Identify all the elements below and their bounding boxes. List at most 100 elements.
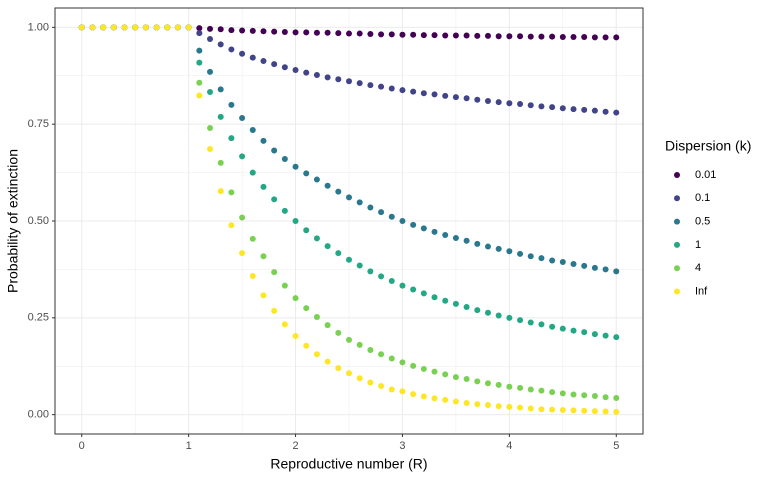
point (484, 32, 491, 39)
y-tick-label: 0.50 (28, 215, 49, 227)
point (260, 183, 267, 190)
point (239, 114, 246, 121)
point (313, 176, 320, 183)
point (559, 406, 566, 413)
point (463, 400, 470, 407)
point (506, 314, 513, 321)
point (549, 389, 556, 396)
point (602, 408, 609, 415)
point (378, 351, 385, 358)
point (506, 33, 513, 40)
point (452, 374, 459, 381)
point (324, 182, 331, 189)
point (196, 79, 203, 86)
point (356, 30, 363, 37)
x-tick-label: 3 (399, 440, 405, 452)
legend-key (674, 218, 680, 225)
point (431, 395, 438, 402)
point (431, 368, 438, 375)
point (591, 408, 598, 415)
point (399, 87, 406, 94)
point (260, 253, 267, 260)
point (442, 231, 449, 238)
point (495, 245, 502, 252)
point (410, 31, 417, 38)
point (388, 85, 395, 92)
point (420, 90, 427, 97)
point (581, 106, 588, 113)
point (239, 50, 246, 57)
point (613, 408, 620, 415)
legend-label: 0.1 (695, 192, 710, 204)
point (303, 227, 310, 234)
point (346, 78, 352, 85)
point (228, 46, 235, 53)
point (217, 188, 224, 195)
legend-key (674, 241, 680, 248)
point (602, 266, 609, 273)
point (506, 248, 513, 255)
point (217, 159, 224, 166)
point (356, 80, 363, 87)
point (196, 59, 203, 66)
point (474, 32, 481, 39)
point (292, 163, 299, 170)
point (463, 32, 470, 39)
point (549, 104, 556, 111)
x-tick-label: 4 (506, 440, 512, 452)
point (442, 371, 449, 378)
point (249, 272, 256, 279)
point (335, 365, 342, 372)
point (399, 31, 406, 38)
point (613, 268, 620, 275)
point (538, 321, 545, 328)
point (239, 27, 246, 34)
point (420, 365, 427, 372)
point (249, 54, 256, 61)
point (420, 225, 427, 232)
point (207, 25, 214, 32)
point (613, 394, 620, 401)
point (378, 273, 385, 280)
point (271, 28, 278, 35)
point (399, 282, 406, 289)
point (271, 269, 278, 276)
point (591, 393, 598, 400)
point (367, 379, 374, 386)
point (324, 74, 331, 81)
point (484, 97, 491, 104)
point (249, 27, 256, 34)
point (506, 383, 513, 390)
point (378, 83, 385, 90)
point (431, 32, 438, 39)
point (367, 268, 374, 275)
x-tick-label: 2 (292, 440, 298, 452)
point (388, 278, 395, 285)
point (281, 321, 288, 328)
point (559, 34, 566, 41)
point (527, 253, 534, 260)
point (346, 256, 352, 263)
point (196, 92, 203, 99)
point (570, 391, 577, 398)
point (538, 33, 545, 40)
point (538, 255, 545, 262)
point (463, 376, 470, 383)
point (303, 170, 310, 177)
point (313, 235, 320, 242)
legend-label: Inf (695, 285, 708, 297)
point (495, 312, 502, 319)
point (517, 250, 524, 257)
point (324, 322, 331, 329)
point (281, 282, 288, 289)
point (549, 323, 556, 330)
point (495, 99, 502, 106)
point (132, 24, 139, 31)
point (260, 28, 267, 35)
point (517, 33, 524, 40)
point (570, 34, 577, 41)
point (367, 346, 374, 353)
legend: 0.01 0.1 0.5 1 4 Inf (674, 169, 716, 297)
point (495, 381, 502, 388)
point (292, 218, 299, 224)
